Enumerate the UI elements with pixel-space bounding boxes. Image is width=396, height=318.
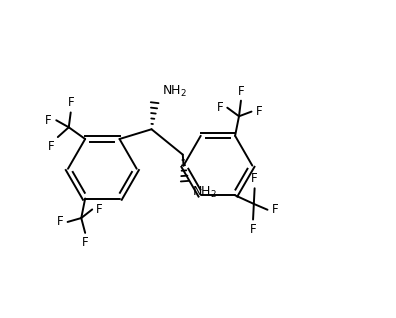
Text: F: F (48, 140, 55, 153)
Text: F: F (67, 96, 74, 109)
Text: F: F (250, 223, 256, 236)
Text: F: F (255, 105, 262, 118)
Text: F: F (82, 236, 88, 249)
Text: F: F (45, 114, 51, 127)
Text: F: F (96, 203, 103, 216)
Text: F: F (251, 172, 258, 185)
Text: NH$_2$: NH$_2$ (162, 84, 187, 99)
Text: F: F (238, 85, 244, 98)
Text: F: F (57, 215, 64, 228)
Text: NH$_2$: NH$_2$ (192, 185, 217, 200)
Text: F: F (271, 203, 278, 216)
Text: F: F (217, 101, 223, 114)
